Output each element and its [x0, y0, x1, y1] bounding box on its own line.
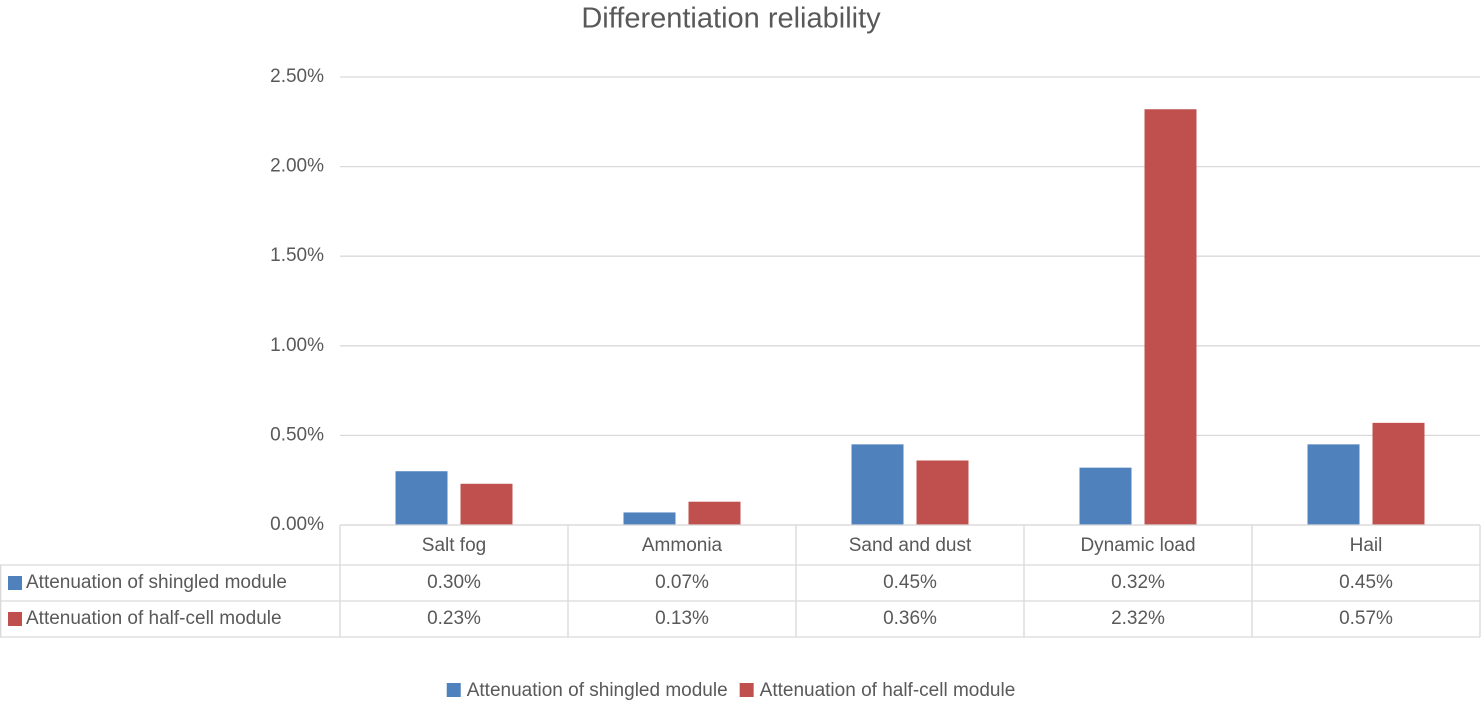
- x-tick-label: Salt fog: [422, 535, 486, 556]
- table-cell: 0.23%: [427, 608, 481, 629]
- bar: [851, 444, 904, 525]
- x-tick-label: Ammonia: [642, 535, 723, 556]
- bar: [1307, 444, 1360, 525]
- bar: [623, 512, 676, 525]
- x-tick-label: Hail: [1350, 535, 1383, 556]
- x-tick-label: Sand and dust: [849, 535, 972, 556]
- y-tick-label: 0.00%: [270, 514, 324, 535]
- y-tick-label: 1.50%: [270, 245, 324, 266]
- y-tick-label: 1.00%: [270, 335, 324, 356]
- table-cell: 0.32%: [1111, 572, 1165, 593]
- table-legend-key: [8, 612, 22, 626]
- table-row-label: Attenuation of half-cell module: [26, 608, 282, 629]
- chart-title: Differentiation reliability: [581, 3, 881, 35]
- bar: [916, 460, 969, 525]
- table-cell: 0.07%: [655, 572, 709, 593]
- legend-label: Attenuation of shingled module: [467, 680, 728, 701]
- table-cell: 0.45%: [883, 572, 937, 593]
- legend-label: Attenuation of half-cell module: [760, 680, 1016, 701]
- bar: [395, 471, 448, 525]
- y-tick-label: 2.00%: [270, 156, 324, 177]
- table-cell: 0.30%: [427, 572, 481, 593]
- table-cell: 0.57%: [1339, 608, 1393, 629]
- bar: [460, 483, 513, 525]
- table-cell: 0.45%: [1339, 572, 1393, 593]
- table-cell: 0.36%: [883, 608, 937, 629]
- y-tick-label: 0.50%: [270, 424, 324, 445]
- legend-swatch: [446, 683, 461, 697]
- bar: [1144, 109, 1197, 526]
- bar: [1079, 467, 1132, 525]
- table-row-label: Attenuation of shingled module: [26, 572, 287, 593]
- x-tick-label: Dynamic load: [1080, 535, 1195, 556]
- table-cell: 0.13%: [655, 608, 709, 629]
- bar: [688, 501, 741, 525]
- legend-swatch: [739, 683, 754, 697]
- y-tick-label: 2.50%: [270, 66, 324, 87]
- table-cell: 2.32%: [1111, 608, 1165, 629]
- table-legend-key: [8, 576, 22, 590]
- bar: [1372, 422, 1425, 525]
